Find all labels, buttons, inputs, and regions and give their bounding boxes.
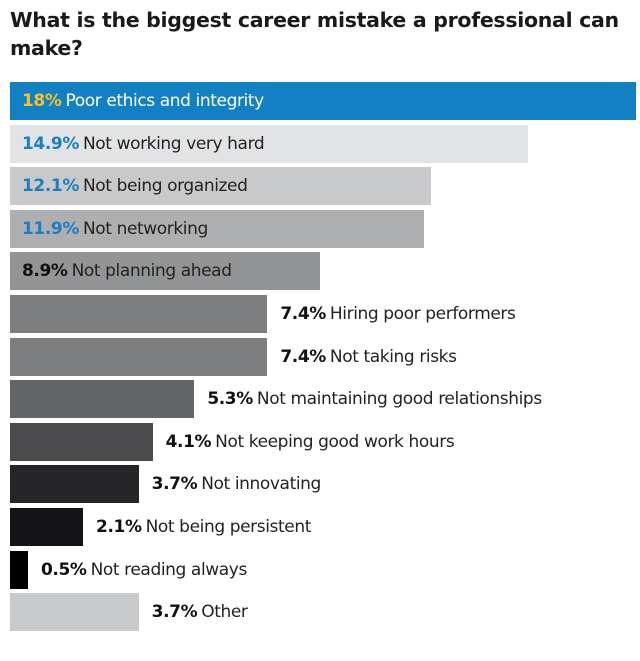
bar-label: 0.5% Not reading always <box>41 551 247 589</box>
value-label: 7.4% <box>280 346 326 367</box>
bar <box>10 508 84 546</box>
category-label: Not innovating <box>201 474 321 495</box>
chart-title: What is the biggest career mistake a pro… <box>10 8 619 60</box>
bar-label: 4.1% Not keeping good work hours <box>166 423 455 461</box>
bar-label: 14.9% Not working very hard <box>22 125 265 163</box>
bar <box>10 209 424 248</box>
value-label: 4.1% <box>165 431 212 452</box>
category-label: Poor ethics and integrity <box>65 91 265 111</box>
category-label: Not planning ahead <box>71 261 232 282</box>
value-label: 8.9% <box>22 261 68 282</box>
category-label: Not keeping good work hours <box>215 431 455 452</box>
bar-label: 18% Poor ethics and integrity <box>22 82 264 120</box>
category-label: Not taking risks <box>329 346 457 367</box>
value-label: 12.1% <box>22 176 79 197</box>
category-label: Not networking <box>82 218 208 239</box>
bar-label: 3.7% Other <box>152 593 248 631</box>
category-label: Hiring poor performers <box>329 304 516 324</box>
bar-label: 12.1% Not being organized <box>22 167 248 205</box>
category-label: Other <box>201 602 248 623</box>
bar <box>10 422 153 461</box>
bar <box>10 82 636 120</box>
bar-label: 11.9% Not networking <box>22 210 208 248</box>
category-label: Not working very hard <box>82 133 265 154</box>
value-label: 7.4% <box>280 304 326 324</box>
bar <box>10 550 28 589</box>
bar-label: 2.1% Not being persistent <box>96 508 311 546</box>
bar <box>10 465 139 504</box>
bar-label: 7.4% Hiring poor performers <box>280 295 516 333</box>
value-label: 18% <box>22 91 62 111</box>
bar-label: 5.3% Not maintaining good relationships <box>207 380 542 418</box>
bar <box>10 124 529 163</box>
category-label: Not reading always <box>90 559 248 580</box>
value-label: 11.9% <box>22 218 79 239</box>
category-label: Not maintaining good relationships <box>256 389 542 410</box>
value-label: 14.9% <box>22 133 79 154</box>
bar-label: 8.9% Not planning ahead <box>22 252 232 290</box>
value-label: 2.1% <box>96 517 142 537</box>
bar <box>10 252 320 291</box>
category-label: Not being persistent <box>145 517 312 537</box>
category-label: Not being organized <box>82 176 248 197</box>
bar-label: 7.4% Not taking risks <box>280 338 457 376</box>
value-label: 0.5% <box>41 559 87 580</box>
bar <box>10 295 268 333</box>
bar <box>10 593 139 632</box>
bar <box>10 167 431 206</box>
value-label: 3.7% <box>151 474 198 495</box>
value-label: 3.7% <box>151 602 198 623</box>
bar <box>10 337 268 376</box>
value-label: 5.3% <box>207 389 253 410</box>
bar <box>10 380 195 419</box>
bar-label: 3.7% Not innovating <box>151 465 322 503</box>
